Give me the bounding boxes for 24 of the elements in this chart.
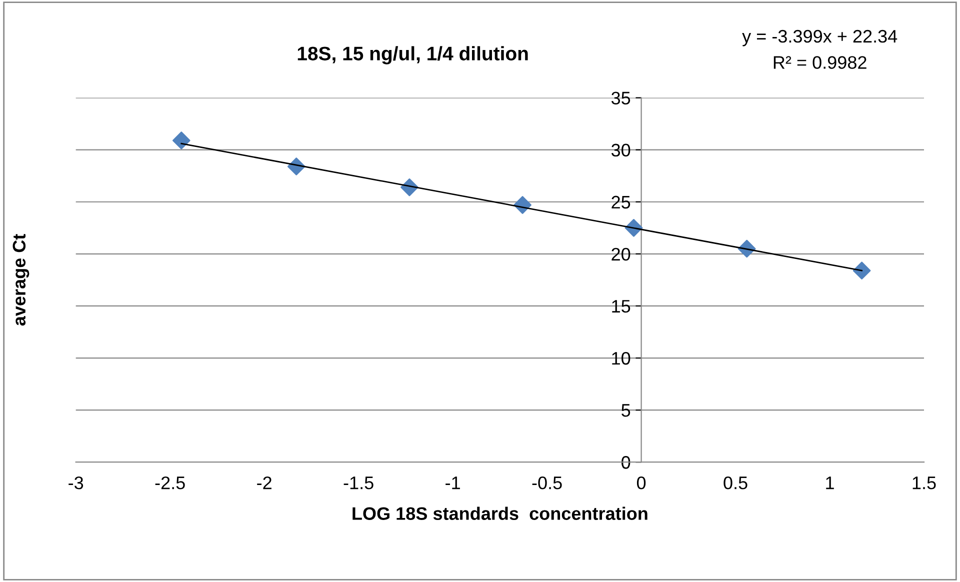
point <box>172 132 190 150</box>
y-tick-label: 15 <box>612 300 630 313</box>
x-tick-label: -1.5 <box>344 476 374 490</box>
y-tick-label: 20 <box>612 248 630 261</box>
y-axis-title: average Ct <box>12 234 30 326</box>
text: y = -3.399x + 22.34 <box>742 30 898 46</box>
x-tick-label: 0.5 <box>724 476 748 490</box>
y-tick-label: 10 <box>612 352 630 365</box>
x-tick-label: 0 <box>636 476 646 490</box>
x-tick-label: 1 <box>826 476 834 490</box>
x-tick-label: -3 <box>68 476 84 490</box>
x-tick-label: -1 <box>446 476 460 490</box>
text: R² = 0.9982 <box>774 56 866 69</box>
y-tick-label: 30 <box>611 144 630 157</box>
y-tick-label: 25 <box>612 196 630 209</box>
x-tick-label: -2 <box>257 476 272 490</box>
y-tick-label: 35 <box>611 92 630 104</box>
y-tick-label: 5 <box>622 404 630 417</box>
point <box>852 262 871 280</box>
x-axis-title: LOG 18S standards concentration <box>352 506 648 520</box>
x-tick-label: 1.5 <box>912 476 936 490</box>
chart-title: 18S, 15 ng/ul, 1/4 dilution <box>298 46 528 64</box>
x-tick-label: -2.5 <box>155 476 185 490</box>
x-tick-label: -0.5 <box>532 476 562 490</box>
